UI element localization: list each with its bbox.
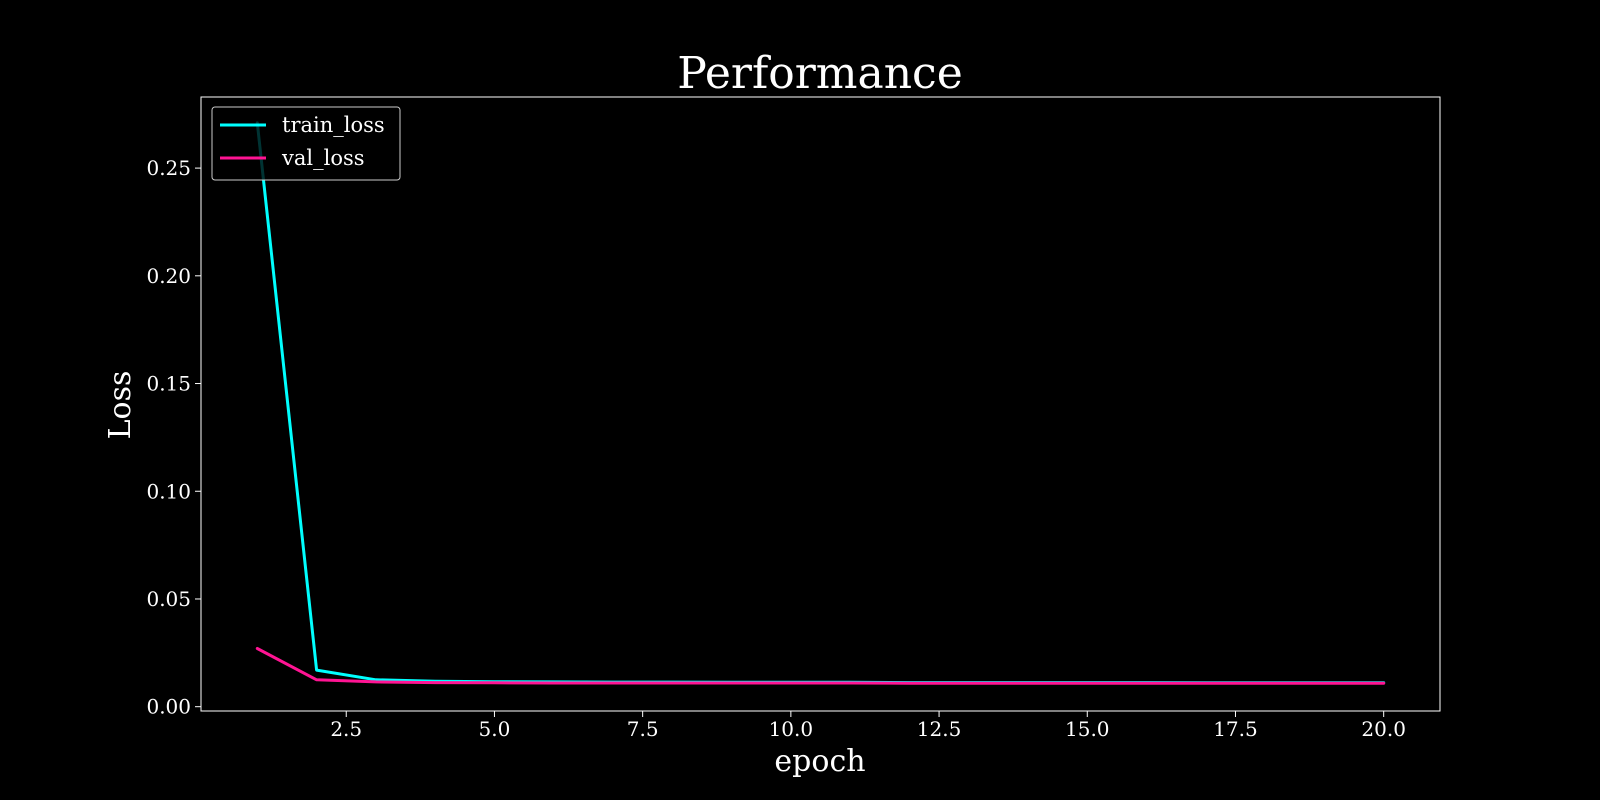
x-tick-label: 12.5 bbox=[917, 717, 962, 741]
plot-frame bbox=[200, 96, 1441, 712]
legend: train_loss val_loss bbox=[211, 106, 401, 181]
legend-label-train-loss: train_loss bbox=[282, 113, 385, 137]
series-lines bbox=[255, 121, 1386, 685]
y-tick-label: 0.25 bbox=[146, 156, 191, 180]
chart-title: Performance bbox=[677, 48, 962, 99]
y-axis-label: Loss bbox=[103, 371, 138, 440]
y-tick-label: 0.15 bbox=[146, 372, 191, 396]
series-line-val-loss bbox=[255, 647, 1386, 685]
x-tick-label: 2.5 bbox=[330, 717, 362, 741]
x-tick-label: 10.0 bbox=[769, 717, 814, 741]
y-tick-label: 0.10 bbox=[146, 479, 191, 503]
x-tick-label: 5.0 bbox=[479, 717, 511, 741]
x-tick-label: 17.5 bbox=[1213, 717, 1258, 741]
x-tick-label: 7.5 bbox=[627, 717, 659, 741]
y-tick-label: 0.20 bbox=[146, 264, 191, 288]
y-axis: 0.00 0.05 0.10 0.15 0.20 0.25 bbox=[146, 156, 201, 719]
x-axis-label: epoch bbox=[774, 744, 865, 779]
x-axis: 2.5 5.0 7.5 10.0 12.5 15.0 17.5 20.0 bbox=[330, 711, 1406, 741]
y-tick-label: 0.05 bbox=[146, 587, 191, 611]
x-tick-label: 20.0 bbox=[1361, 717, 1406, 741]
legend-label-val-loss: val_loss bbox=[281, 146, 365, 170]
x-tick-label: 15.0 bbox=[1065, 717, 1110, 741]
y-tick-label: 0.00 bbox=[146, 695, 191, 719]
